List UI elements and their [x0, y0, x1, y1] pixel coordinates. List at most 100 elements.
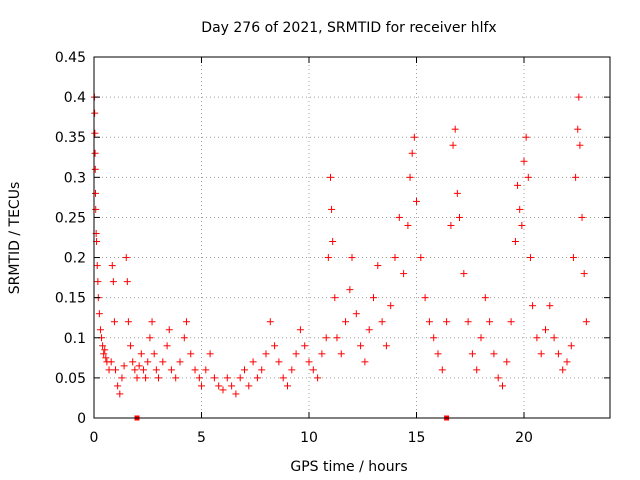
data-point	[249, 358, 257, 366]
data-point	[361, 358, 369, 366]
data-point	[219, 386, 227, 394]
data-point	[449, 141, 457, 149]
data-point	[95, 310, 103, 318]
data-point	[279, 374, 287, 382]
data-point	[567, 342, 575, 350]
data-point	[526, 254, 534, 262]
data-point	[378, 318, 386, 326]
data-point	[348, 254, 356, 262]
data-point	[473, 366, 481, 374]
data-point	[144, 358, 152, 366]
data-point	[180, 334, 188, 342]
data-point	[582, 318, 590, 326]
data-point	[262, 350, 270, 358]
data-point	[223, 374, 231, 382]
data-point	[118, 374, 126, 382]
data-point	[109, 278, 117, 286]
data-point	[522, 133, 530, 141]
data-point	[318, 350, 326, 358]
data-point	[331, 294, 339, 302]
data-point	[572, 173, 580, 181]
x-tick-label: 15	[408, 430, 426, 446]
data-point	[93, 262, 101, 270]
data-point	[514, 181, 522, 189]
data-point	[542, 326, 549, 334]
data-point	[110, 318, 118, 326]
data-point	[139, 366, 147, 374]
data-point	[503, 358, 511, 366]
data-point	[430, 334, 438, 342]
chart-title: Day 276 of 2021, SRMTID for receiver hlf…	[201, 20, 496, 36]
y-tick-label: 0	[77, 411, 86, 427]
data-point	[569, 254, 577, 262]
data-point	[408, 149, 416, 157]
data-point	[533, 334, 541, 342]
data-point	[453, 189, 461, 197]
data-point	[92, 205, 100, 213]
data-point	[328, 205, 336, 213]
data-point	[241, 366, 248, 374]
data-point	[245, 382, 253, 390]
data-point	[176, 358, 184, 366]
data-point	[575, 93, 583, 101]
data-point	[546, 302, 554, 310]
data-point	[511, 238, 519, 246]
y-tick-label: 0.25	[55, 210, 86, 226]
data-point	[112, 366, 119, 374]
data-point	[434, 350, 442, 358]
y-tick-label: 0.45	[55, 50, 86, 66]
data-point	[537, 350, 545, 358]
data-point	[438, 366, 446, 374]
data-point	[494, 374, 502, 382]
data-point	[108, 262, 116, 270]
data-point	[346, 286, 354, 294]
data-point	[101, 346, 109, 354]
data-point	[215, 382, 223, 390]
x-tick-label: 20	[515, 430, 533, 446]
y-tick-label: 0.05	[55, 371, 86, 387]
data-point	[451, 125, 459, 133]
data-point	[301, 342, 309, 350]
data-point	[417, 254, 425, 262]
data-points	[90, 93, 590, 398]
data-point	[421, 294, 429, 302]
data-point	[210, 374, 218, 382]
data-point	[516, 205, 524, 213]
data-point	[559, 366, 567, 374]
data-point	[127, 342, 135, 350]
data-point	[404, 221, 412, 229]
data-point	[464, 318, 472, 326]
data-point	[202, 366, 210, 374]
data-point	[352, 310, 360, 318]
data-point	[165, 326, 173, 334]
data-point	[155, 374, 162, 382]
data-point	[182, 318, 190, 326]
data-point	[100, 350, 108, 358]
data-point	[324, 254, 332, 262]
data-point	[477, 334, 485, 342]
data-point	[163, 342, 171, 350]
data-point	[198, 382, 205, 390]
data-point	[413, 197, 420, 205]
data-point	[116, 390, 124, 398]
data-point	[236, 374, 244, 382]
y-tick-label: 0.15	[55, 291, 86, 307]
data-point	[374, 262, 382, 270]
data-point	[391, 254, 399, 262]
data-point	[124, 318, 132, 326]
data-point	[395, 213, 403, 221]
data-point	[122, 254, 130, 262]
data-point	[105, 366, 113, 374]
data-point	[258, 366, 266, 374]
data-point	[131, 366, 139, 374]
data-point	[148, 318, 156, 326]
data-point	[91, 129, 99, 137]
data-point	[129, 358, 137, 366]
data-point	[133, 374, 141, 382]
data-point	[309, 366, 317, 374]
data-point	[387, 302, 395, 310]
data-point	[576, 141, 584, 149]
data-point	[284, 382, 291, 390]
